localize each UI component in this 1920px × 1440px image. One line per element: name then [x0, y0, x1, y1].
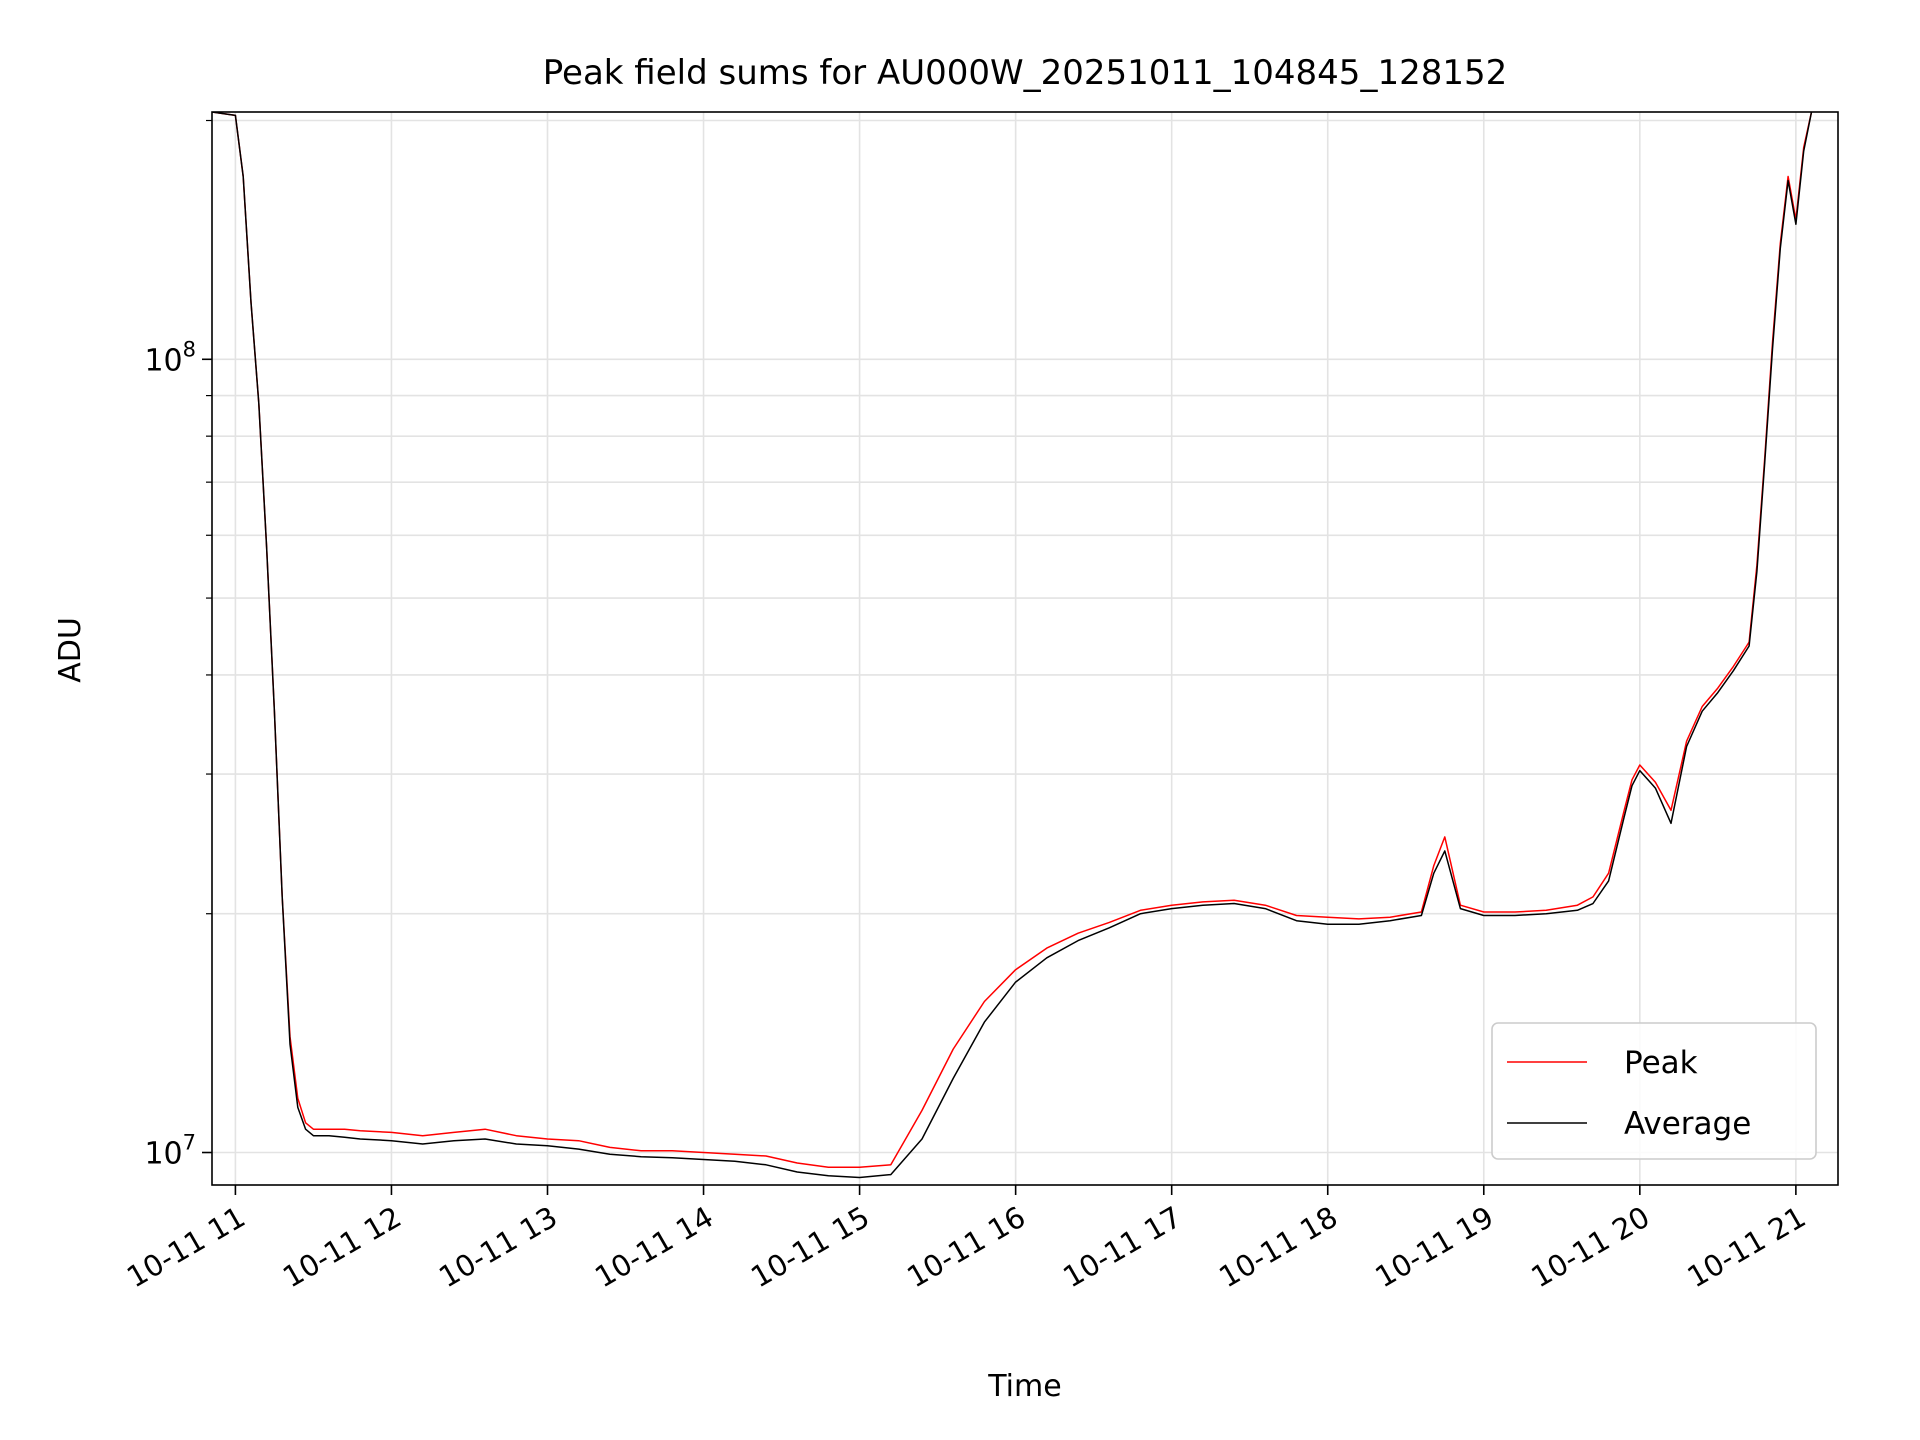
y-axis-label: ADU [53, 617, 88, 683]
legend-label-average: Average [1624, 1106, 1751, 1142]
grid [212, 112, 1838, 1185]
plot-frame [211, 111, 1839, 1186]
chart-title: Peak field sums for AU000W_20251011_1048… [543, 53, 1507, 93]
series-layer [212, 112, 1813, 1179]
legend-box [1491, 1022, 1817, 1160]
x-axis-label: Time [987, 1369, 1061, 1404]
series-line-average [212, 112, 1813, 1179]
legend: Peak Average [1491, 1022, 1817, 1160]
legend-label-peak: Peak [1624, 1045, 1698, 1081]
series-line-peak [212, 112, 1813, 1169]
